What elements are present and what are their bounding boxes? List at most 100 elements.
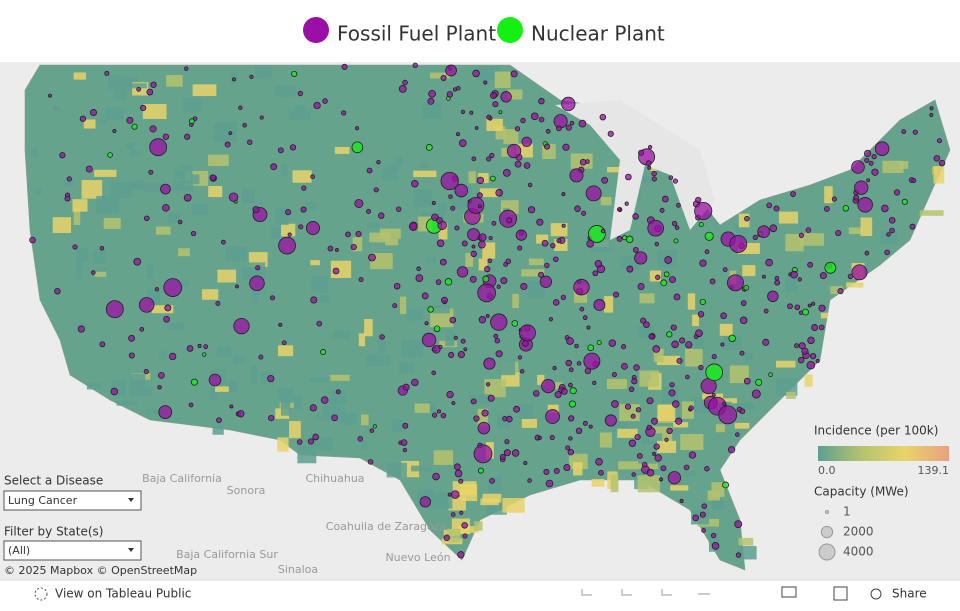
plant-marker	[471, 244, 476, 249]
plant-marker	[502, 416, 508, 422]
county-patch	[241, 188, 255, 204]
plant-marker	[506, 217, 513, 224]
county-patch	[117, 87, 127, 101]
plant-marker	[77, 325, 85, 333]
plant-marker	[54, 287, 61, 295]
share-icon[interactable]	[870, 588, 882, 600]
filter-dropdown[interactable]	[3, 540, 142, 561]
county-patch	[737, 242, 760, 254]
plant-marker	[446, 91, 454, 98]
plant-marker	[575, 427, 583, 435]
toolbar: View on Tableau Public Share	[0, 579, 960, 607]
county-patch	[474, 521, 483, 531]
plant-marker	[494, 337, 501, 344]
county-patch	[820, 312, 828, 319]
plant-marker	[755, 378, 763, 386]
county-patch	[682, 470, 697, 477]
plant-marker	[911, 178, 917, 184]
map-label: Nuevo León	[385, 551, 450, 564]
plant-marker	[668, 389, 676, 397]
download[interactable]	[781, 586, 797, 598]
plant-marker	[541, 379, 556, 394]
county-patch	[846, 282, 864, 288]
plant-marker	[431, 200, 436, 205]
filter-dropdown[interactable]	[3, 490, 142, 511]
plant-marker	[29, 236, 36, 244]
plant-marker	[402, 383, 410, 391]
county-patch	[479, 188, 499, 198]
plant-marker	[673, 238, 679, 244]
plant-marker	[506, 143, 522, 159]
plant-marker	[634, 433, 641, 441]
plant-marker	[560, 388, 568, 395]
plant-marker	[459, 510, 464, 515]
plant-marker	[660, 465, 667, 472]
county-patch	[315, 414, 335, 421]
plant-marker	[868, 160, 874, 166]
plant-marker	[909, 223, 916, 230]
plant-marker	[469, 110, 474, 115]
county-patch	[334, 146, 350, 154]
county-patch	[482, 493, 502, 503]
plant-marker	[502, 169, 511, 177]
county-patch	[297, 445, 317, 464]
plant-marker	[453, 463, 461, 471]
county-patch	[360, 440, 367, 450]
plant-marker	[874, 141, 890, 156]
plant-marker	[477, 204, 482, 209]
plant-marker	[893, 189, 901, 196]
toolbar-bg	[0, 580, 960, 607]
plant-marker	[569, 168, 584, 183]
view-link[interactable]: View on Tableau Public	[55, 587, 191, 601]
plant-marker	[483, 357, 496, 370]
filter-value: (All)	[8, 544, 30, 557]
county-patch	[591, 478, 605, 487]
plant-marker	[583, 352, 601, 370]
redo[interactable]	[621, 589, 632, 596]
tableau-icon[interactable]	[34, 587, 48, 601]
plant-marker	[355, 230, 362, 237]
plant-marker	[514, 126, 521, 132]
plant-marker	[301, 185, 307, 191]
share-button[interactable]: Share	[892, 587, 927, 601]
county-patch	[521, 418, 537, 428]
plant-marker	[929, 112, 934, 117]
plant-marker	[463, 347, 468, 352]
plant-marker	[312, 433, 320, 441]
county-patch	[804, 374, 813, 387]
revert[interactable]	[661, 589, 672, 596]
plant-marker	[648, 333, 655, 340]
plant-marker	[519, 324, 536, 342]
county-patch	[343, 413, 357, 425]
plant-marker	[823, 205, 830, 212]
county-patch	[76, 261, 84, 280]
plant-marker	[520, 117, 526, 124]
county-patch	[553, 382, 563, 389]
plant-marker	[162, 133, 170, 140]
plant-marker	[485, 382, 491, 387]
plant-marker	[99, 341, 106, 348]
plant-marker	[190, 378, 198, 386]
plant-marker	[215, 301, 221, 306]
plant-marker	[335, 389, 341, 395]
county-patch	[785, 233, 804, 252]
plant-marker	[267, 374, 275, 383]
county-patch	[191, 203, 208, 215]
plant-marker	[598, 469, 604, 476]
county-patch	[737, 402, 755, 411]
plant-marker	[621, 344, 627, 350]
fullscreen[interactable]	[833, 586, 848, 601]
plant-marker	[146, 88, 154, 96]
plant-marker	[544, 143, 551, 150]
county-patch	[618, 461, 639, 470]
county-patch	[366, 222, 380, 228]
plant-marker	[711, 354, 717, 360]
plant-marker	[864, 157, 870, 163]
plant-marker	[561, 192, 566, 197]
plant-marker	[674, 225, 680, 230]
undo[interactable]	[581, 589, 592, 596]
plant-marker	[467, 228, 480, 241]
plant-marker	[477, 421, 491, 435]
plant-marker	[569, 387, 577, 395]
